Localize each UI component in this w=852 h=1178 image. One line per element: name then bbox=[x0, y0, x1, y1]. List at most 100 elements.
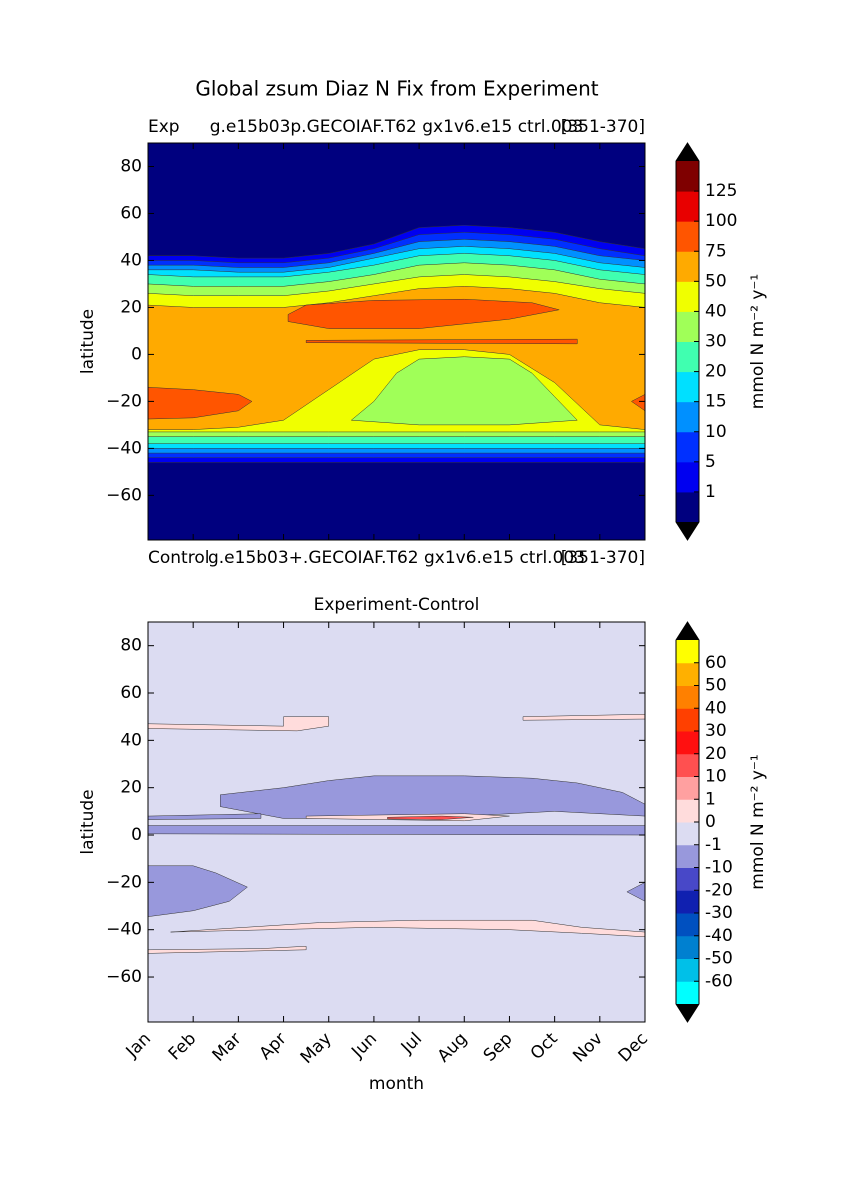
colorbar-tick-label: 10 bbox=[705, 422, 727, 442]
colorbar-swatch bbox=[676, 431, 699, 463]
colorbar-tick-label: -1 bbox=[705, 835, 722, 855]
colorbar-tick-label: 20 bbox=[705, 362, 727, 382]
colorbar-swatch bbox=[676, 221, 699, 252]
colorbar-swatch bbox=[676, 890, 699, 914]
subtitle-left: Control bbox=[148, 548, 209, 568]
colorbar-tick-label: 1 bbox=[705, 482, 716, 502]
contour-region bbox=[147, 387, 253, 420]
contour-region bbox=[147, 825, 646, 836]
colorbar-extend bbox=[676, 622, 699, 640]
figure-title: Global zsum Diaz N Fix from Experiment bbox=[195, 77, 598, 101]
colorbar-tick-label: -10 bbox=[705, 858, 733, 878]
colorbar-tick-label: 100 bbox=[705, 211, 737, 231]
colorbar-tick-label: 50 bbox=[705, 676, 727, 696]
colorbar-tick-label: 5 bbox=[705, 452, 716, 472]
y-tick-label: −40 bbox=[106, 438, 142, 458]
plot-frame bbox=[147, 142, 646, 541]
subtitle-right: [351-370] bbox=[561, 117, 645, 137]
colorbar-tick-label: 75 bbox=[705, 241, 727, 261]
colorbar-swatch bbox=[676, 708, 699, 732]
panel-title: Experiment-Control bbox=[314, 595, 480, 615]
y-tick-label: 60 bbox=[120, 683, 142, 703]
y-tick-label: −60 bbox=[106, 485, 142, 505]
y-axis-label: latitude bbox=[78, 309, 98, 374]
colorbar-extend bbox=[676, 522, 699, 540]
y-tick-label: 0 bbox=[131, 344, 142, 364]
y-axis-label: latitude bbox=[78, 789, 98, 854]
contour-region bbox=[305, 338, 578, 345]
y-tick-label: 80 bbox=[120, 636, 142, 656]
subtitle-center: g.e15b03+.GECOIAF.T62 gx1v6.e15 ctrl.003 bbox=[208, 548, 585, 568]
colorbar-swatch bbox=[676, 822, 699, 846]
subtitle-center: g.e15b03p.GECOIAF.T62 gx1v6.e15 ctrl.003 bbox=[210, 117, 584, 137]
colorbar-extend bbox=[676, 143, 699, 161]
colorbar-tick-label: 20 bbox=[705, 744, 727, 764]
colorbar-tick-label: -60 bbox=[705, 971, 733, 991]
colorbar-swatch bbox=[676, 311, 699, 342]
colorbar-tick-label: 40 bbox=[705, 301, 727, 321]
colorbar-swatch bbox=[676, 935, 699, 959]
subtitle-left: Exp bbox=[148, 117, 180, 137]
colorbar-swatch bbox=[676, 371, 699, 403]
colorbar-tick-label: -20 bbox=[705, 880, 733, 900]
contour-region bbox=[148, 622, 645, 1022]
colorbar-tick-label: -50 bbox=[705, 949, 733, 969]
y-tick-label: 0 bbox=[131, 825, 142, 845]
colorbar-swatch bbox=[676, 685, 699, 709]
colorbar-swatch bbox=[676, 281, 699, 312]
y-tick-label: −40 bbox=[106, 920, 142, 940]
colorbar-swatch bbox=[676, 731, 699, 755]
colorbar-swatch bbox=[676, 981, 699, 1005]
y-tick-label: 40 bbox=[120, 250, 142, 270]
colorbar-swatch bbox=[676, 867, 699, 891]
subtitle-right: [351-370] bbox=[561, 548, 645, 568]
colorbar-tick-label: 60 bbox=[705, 653, 727, 673]
colorbar-swatch bbox=[676, 251, 699, 282]
contour-region bbox=[147, 716, 329, 732]
x-axis-label: month bbox=[369, 1074, 424, 1094]
colorbar-swatch bbox=[676, 844, 699, 868]
contour-region bbox=[387, 815, 474, 820]
colorbar-tick-label: 40 bbox=[705, 698, 727, 718]
colorbar-swatch bbox=[676, 776, 699, 800]
colorbar-swatch bbox=[676, 958, 699, 982]
colorbar-swatch bbox=[676, 491, 699, 523]
colorbar-swatch bbox=[676, 161, 699, 192]
colorbar-swatch bbox=[676, 401, 699, 433]
y-tick-label: 20 bbox=[120, 778, 142, 798]
colorbar-swatch bbox=[676, 640, 699, 664]
colorbar-tick-label: 0 bbox=[705, 812, 716, 832]
contour-region bbox=[147, 865, 248, 917]
colorbar-label: mmol N m⁻² y⁻¹ bbox=[748, 274, 768, 409]
colorbar-swatch bbox=[676, 913, 699, 937]
colorbar-tick-label: -40 bbox=[705, 926, 733, 946]
y-tick-label: −60 bbox=[106, 967, 142, 987]
y-tick-label: 20 bbox=[120, 297, 142, 317]
y-tick-label: 80 bbox=[120, 156, 142, 176]
y-tick-label: −20 bbox=[106, 391, 142, 411]
colorbar-swatch bbox=[676, 662, 699, 686]
colorbar-swatch bbox=[676, 753, 699, 777]
colorbar-frame bbox=[675, 142, 700, 541]
colorbar-tick-label: 10 bbox=[705, 767, 727, 787]
colorbar-swatch bbox=[676, 191, 699, 222]
colorbar-tick-label: 15 bbox=[705, 392, 727, 412]
colorbar-tick-label: 30 bbox=[705, 721, 727, 741]
colorbar-tick-label: 1 bbox=[705, 789, 716, 809]
contour-region bbox=[287, 298, 560, 329]
colorbar-tick-label: -30 bbox=[705, 903, 733, 923]
colorbar-swatch bbox=[676, 461, 699, 493]
colorbar-label: mmol N m⁻² y⁻¹ bbox=[748, 754, 768, 889]
y-tick-label: 40 bbox=[120, 730, 142, 750]
colorbar-extend bbox=[676, 1004, 699, 1022]
colorbar-tick-label: 30 bbox=[705, 332, 727, 352]
colorbar-tick-label: 50 bbox=[705, 271, 727, 291]
y-tick-label: −20 bbox=[106, 872, 142, 892]
contour-region bbox=[350, 356, 578, 426]
colorbar-tick-label: 125 bbox=[705, 181, 737, 201]
colorbar-swatch bbox=[676, 341, 699, 373]
plot-frame bbox=[147, 621, 646, 1023]
colorbar-frame bbox=[675, 621, 700, 1023]
colorbar-swatch bbox=[676, 799, 699, 823]
